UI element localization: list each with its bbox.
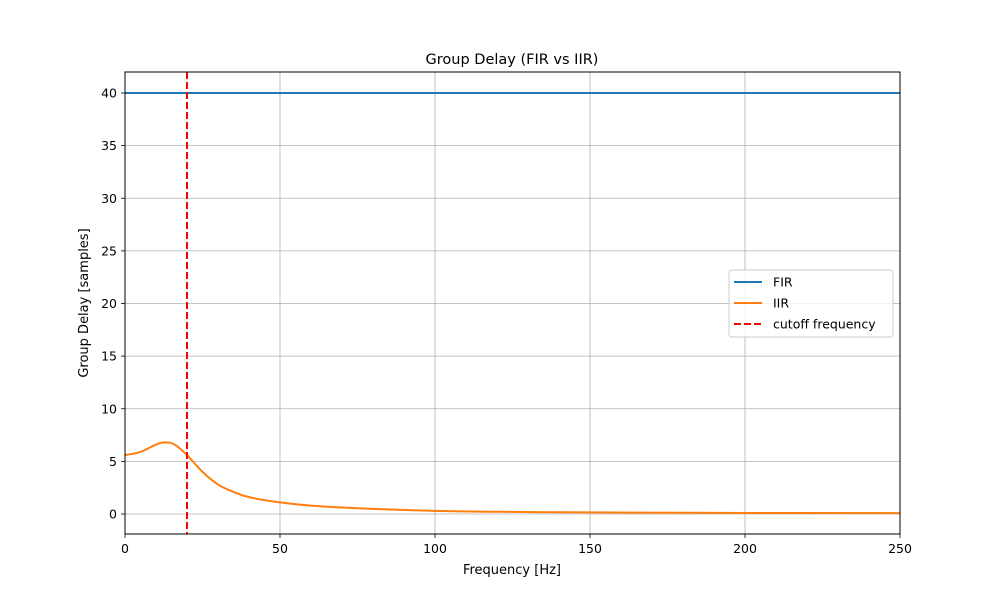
x-axis-label: Frequency [Hz] <box>463 563 561 578</box>
axis-ticks: 0 50 100 150 200 250 0 5 10 15 20 25 30 35 40 <box>101 86 912 557</box>
legend: FIR IIR cutoff frequency <box>728 269 894 338</box>
y-tick-label: 5 <box>109 454 117 469</box>
y-tick-label: 20 <box>101 296 117 311</box>
y-tick-label: 0 <box>109 507 117 522</box>
y-tick-label: 10 <box>101 401 117 416</box>
y-tick-label: 15 <box>101 349 117 364</box>
x-tick-label: 200 <box>733 541 757 556</box>
plot-series <box>124 72 901 534</box>
legend-label: IIR <box>773 296 789 311</box>
x-tick-label: 0 <box>121 541 129 556</box>
y-tick-label: 25 <box>101 243 117 258</box>
chart-title: Group Delay (FIR vs IIR) <box>426 52 599 68</box>
y-tick-label: 40 <box>101 86 117 101</box>
y-tick-label: 30 <box>101 191 117 206</box>
y-tick-label: 35 <box>101 138 117 153</box>
x-tick-label: 150 <box>578 541 602 556</box>
y-axis-label: Group Delay [samples] <box>77 228 92 377</box>
x-tick-label: 250 <box>888 541 912 556</box>
x-tick-label: 50 <box>272 541 288 556</box>
legend-label: cutoff frequency <box>773 317 876 332</box>
legend-label: FIR <box>773 275 793 290</box>
axes-frame <box>124 71 901 535</box>
iir-line <box>124 441 901 515</box>
x-tick-label: 100 <box>423 541 447 556</box>
legend-box <box>728 269 894 338</box>
